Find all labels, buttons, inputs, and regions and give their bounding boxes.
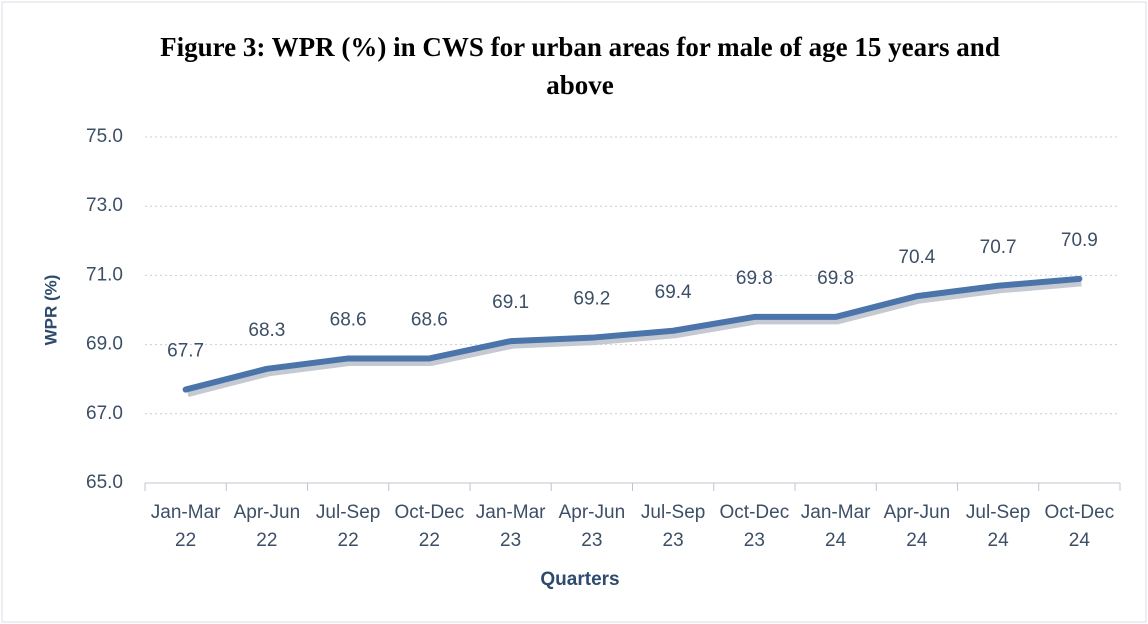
x-tick-label: 23 [581, 530, 602, 551]
data-label: 70.4 [898, 247, 935, 268]
x-tick-label: Apr-Jun [559, 502, 626, 523]
x-tick-label: Oct-Dec [395, 502, 465, 523]
chart-title: Figure 3: WPR (%) in CWS for urban areas… [160, 32, 1000, 100]
x-tick-label: Jan-Mar [801, 502, 871, 523]
x-tick-label: Apr-Jun [884, 502, 951, 523]
x-tick-label: 22 [175, 530, 196, 551]
x-tick-label: Apr-Jun [234, 502, 301, 523]
x-tick-label: 23 [663, 530, 684, 551]
y-tick-label: 75.0 [86, 126, 123, 147]
x-tick-label: 22 [419, 530, 440, 551]
data-label: 69.2 [573, 289, 610, 310]
x-tick-label: Oct-Dec [720, 502, 790, 523]
data-label: 69.1 [492, 292, 529, 313]
x-tick-label: 23 [744, 530, 765, 551]
data-label: 69.8 [736, 268, 773, 289]
x-axis-label: Quarters [540, 569, 619, 590]
x-tick-label: 24 [825, 530, 847, 551]
x-tick-label: Jul-Sep [641, 502, 705, 523]
data-label: 68.3 [248, 320, 285, 341]
x-tick-label: 24 [906, 530, 928, 551]
data-label: 69.8 [817, 268, 854, 289]
data-label: 70.9 [1061, 230, 1098, 251]
y-tick-label: 69.0 [86, 334, 123, 355]
x-tick-label: 24 [988, 530, 1010, 551]
x-tick-label: 22 [338, 530, 359, 551]
x-tick-label: 24 [1069, 530, 1091, 551]
x-tick-label: Jan-Mar [151, 502, 221, 523]
x-tick-label: Jul-Sep [966, 502, 1030, 523]
line-shadow [186, 279, 1082, 397]
data-label: 67.7 [167, 341, 204, 362]
data-label: 69.4 [655, 282, 692, 303]
data-label: 70.7 [980, 237, 1017, 258]
x-tick-label: Jan-Mar [476, 502, 546, 523]
x-tick-label: 22 [256, 530, 277, 551]
y-tick-label: 71.0 [86, 264, 123, 285]
x-tick-label: 23 [500, 530, 521, 551]
x-tick-label: Oct-Dec [1045, 502, 1115, 523]
data-label: 68.6 [411, 309, 448, 330]
series-line [182, 275, 1083, 393]
x-tick-label: Jul-Sep [316, 502, 380, 523]
y-tick-label: 67.0 [86, 403, 123, 424]
y-axis-label: WPR (%) [41, 275, 60, 346]
data-label: 68.6 [330, 309, 367, 330]
y-tick-label: 65.0 [86, 472, 123, 493]
y-tick-label: 73.0 [86, 195, 123, 216]
